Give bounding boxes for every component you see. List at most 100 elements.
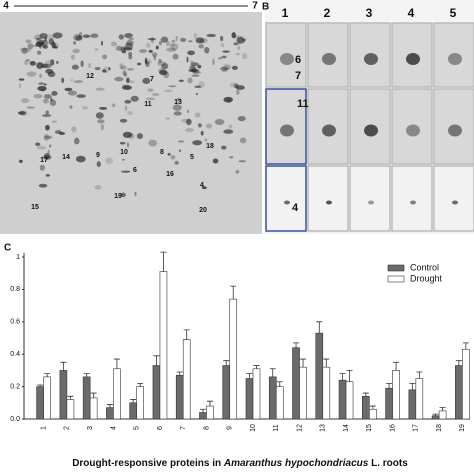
bar xyxy=(362,396,370,420)
gel-spot xyxy=(200,131,204,136)
gel-spot xyxy=(228,98,231,103)
bar xyxy=(36,386,44,420)
panel-label: C xyxy=(4,243,11,254)
error-bar xyxy=(113,358,120,369)
error-bar xyxy=(300,358,307,368)
error-bar xyxy=(462,342,469,350)
gel-spot xyxy=(186,118,192,126)
error-bar xyxy=(253,365,260,369)
gel-spot xyxy=(38,183,48,188)
blot-cell xyxy=(349,165,391,232)
gel-spot xyxy=(158,67,166,74)
lane-label: 3 xyxy=(366,6,373,20)
gel-spot xyxy=(174,160,179,165)
gel-spot xyxy=(168,85,177,88)
gel-spot xyxy=(187,50,195,56)
spot-label: 5 xyxy=(190,154,194,161)
gel-spot xyxy=(45,174,51,177)
blot-spot xyxy=(284,200,290,205)
gel-spot xyxy=(194,85,202,89)
gel-spot xyxy=(43,83,47,86)
blot-spot xyxy=(368,200,374,205)
x-tick-label: 3 xyxy=(87,426,94,430)
gel-spot xyxy=(21,47,28,55)
gel-spot xyxy=(237,115,246,122)
error-bar xyxy=(323,358,330,368)
gel-spot xyxy=(170,43,179,51)
gel-spot xyxy=(45,34,55,40)
gel-spot xyxy=(236,37,246,44)
gel-spot xyxy=(96,161,101,168)
gel-spot xyxy=(231,32,237,39)
error-bar xyxy=(432,413,439,416)
gel-spot xyxy=(44,152,51,160)
gel-spot xyxy=(108,67,111,71)
gel-spot xyxy=(102,69,107,73)
gel-spot xyxy=(190,62,199,67)
spot-label: 12 xyxy=(86,73,94,80)
gel-spot xyxy=(214,119,225,126)
gel-spot xyxy=(197,123,202,128)
gel-spot xyxy=(105,157,114,165)
blot-cell xyxy=(307,165,349,232)
gel-spot xyxy=(221,145,227,150)
gel-spot xyxy=(45,124,50,131)
x-tick-label: 5 xyxy=(134,426,141,430)
gel-spot xyxy=(151,52,158,57)
x-tick-label: 7 xyxy=(180,426,187,430)
bar xyxy=(229,298,238,420)
bar xyxy=(275,386,284,420)
gel-spot xyxy=(175,35,178,42)
gel-spot xyxy=(52,42,59,48)
gel-spot xyxy=(38,82,45,85)
gel-spot xyxy=(160,36,169,43)
gel-spot xyxy=(42,45,49,49)
y-tick-label: 1 xyxy=(16,254,20,261)
gel-spot xyxy=(178,149,182,153)
gel-spot xyxy=(72,48,80,54)
gel-spot xyxy=(94,66,101,71)
gel-spot xyxy=(94,185,102,190)
gel-spot xyxy=(114,76,124,82)
error-bar xyxy=(153,355,160,366)
gel-spot xyxy=(21,48,31,53)
gel-spot xyxy=(170,154,176,160)
gel-spot xyxy=(177,140,185,143)
bar xyxy=(59,370,68,420)
blot-marker: 11 xyxy=(297,98,309,110)
gel-spot xyxy=(42,98,49,104)
error-bar xyxy=(176,371,183,376)
gel-spot xyxy=(37,39,45,46)
gel-spot xyxy=(191,74,200,77)
bar xyxy=(43,376,51,420)
blot-spot xyxy=(364,124,378,137)
ph-label: 7 xyxy=(252,1,258,12)
error-bar xyxy=(246,373,253,379)
gel-spot xyxy=(138,49,148,53)
bar xyxy=(106,407,114,420)
gel-spot xyxy=(43,133,50,141)
gel-spot xyxy=(152,93,160,96)
gel-spot xyxy=(172,53,179,60)
gel-spot xyxy=(236,52,240,56)
gel-spot xyxy=(128,51,133,57)
gel-spot xyxy=(159,69,168,76)
blot-cell xyxy=(391,165,433,232)
gel-spot xyxy=(193,32,198,40)
gel-spot xyxy=(95,112,104,119)
gel-spot xyxy=(70,54,75,60)
gel-spot xyxy=(97,119,105,124)
gel-spot xyxy=(72,41,77,45)
spot-label: 20 xyxy=(199,207,207,214)
bar xyxy=(315,332,324,420)
bar xyxy=(159,271,168,420)
spot-label: 16 xyxy=(166,171,174,178)
gel-spot xyxy=(41,41,46,49)
spot-label: 10 xyxy=(120,149,128,156)
gel-spot xyxy=(235,85,245,90)
gel-spot xyxy=(44,135,53,140)
error-bar xyxy=(386,382,393,389)
blot-marker: 7 xyxy=(295,70,301,82)
bar xyxy=(369,408,377,420)
